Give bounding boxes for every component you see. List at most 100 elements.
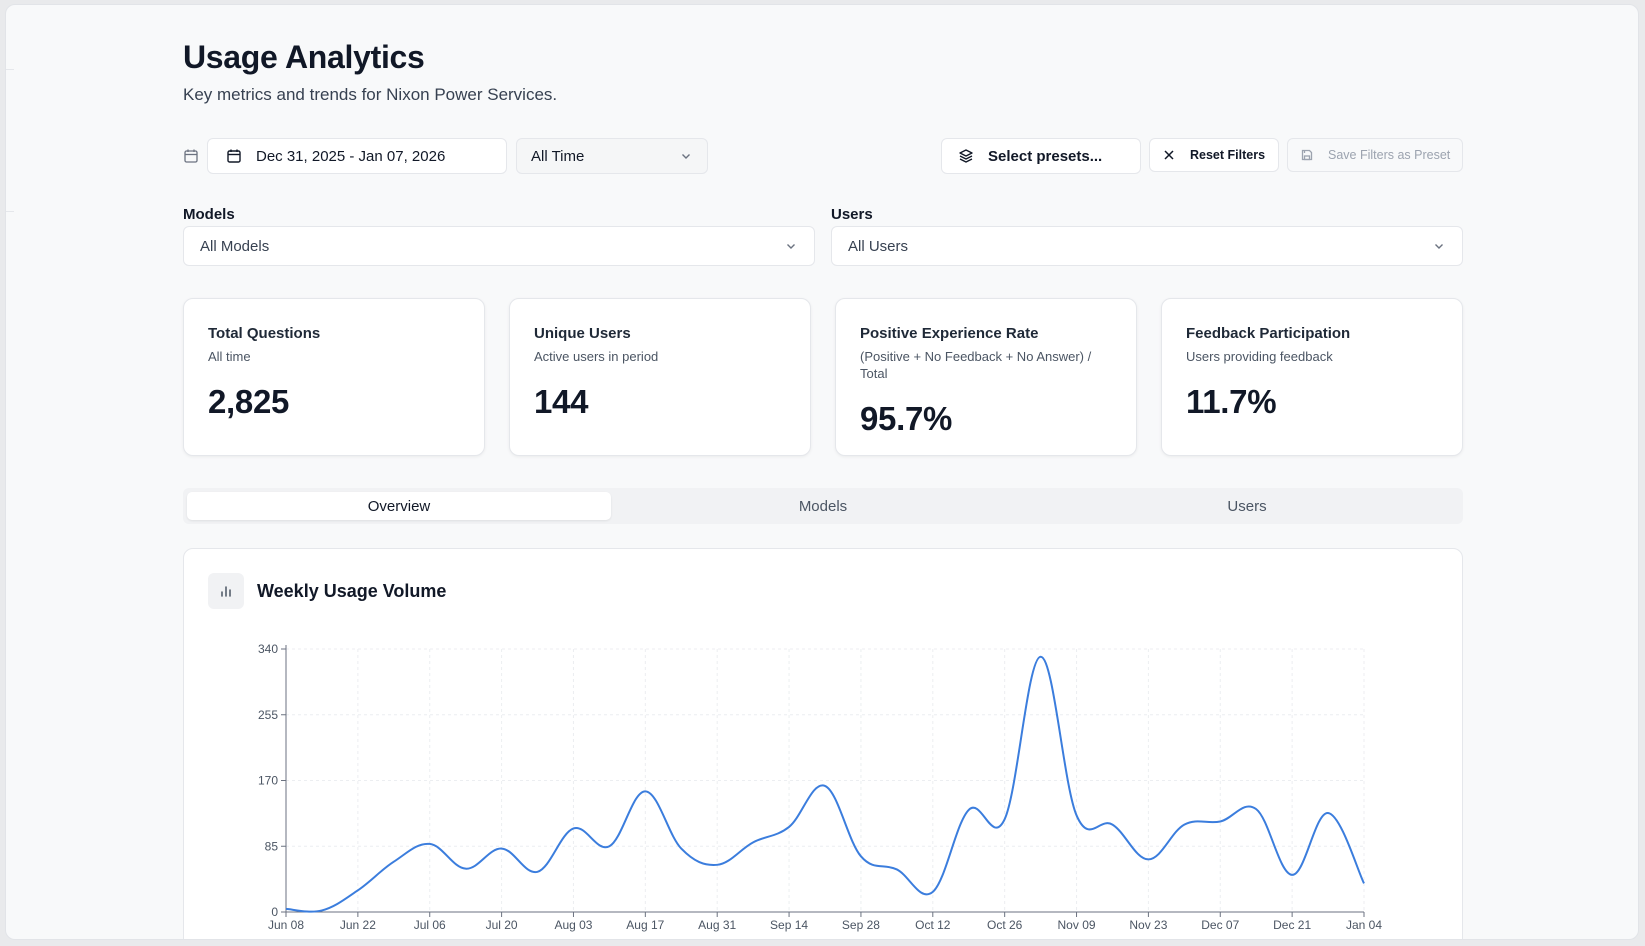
data-point — [822, 783, 828, 789]
date-range-picker[interactable]: Dec 31, 2025 - Jan 07, 2026 — [207, 138, 507, 174]
data-point — [1145, 856, 1151, 862]
app-window: Usage Analytics Key metrics and trends f… — [5, 4, 1639, 940]
chevron-down-icon — [682, 154, 690, 159]
y-tick-label: 85 — [265, 839, 279, 853]
x-tick-label: Aug 17 — [626, 918, 664, 932]
x-tick-label: Jan 04 — [1346, 918, 1382, 932]
x-tick-label: Jun 22 — [340, 918, 376, 932]
x-tick-label: Nov 23 — [1129, 918, 1167, 932]
stat-card-feedback-participation: Feedback Participation Users providing f… — [1161, 298, 1463, 456]
data-point — [283, 906, 289, 912]
data-point — [535, 869, 541, 875]
data-point — [391, 859, 397, 865]
x-tick-label: Jul 20 — [486, 918, 518, 932]
data-point — [678, 846, 684, 852]
bar-chart-icon — [208, 573, 244, 609]
y-tick-label: 170 — [258, 774, 278, 788]
data-point — [714, 862, 720, 868]
data-point — [786, 824, 792, 830]
x-tick-label: Jun 08 — [268, 918, 304, 932]
presets-select[interactable]: Select presets... — [941, 138, 1141, 174]
save-icon — [1301, 149, 1313, 161]
data-point — [1038, 654, 1044, 660]
data-point — [894, 866, 900, 872]
calendar-icon — [227, 149, 241, 163]
data-point — [355, 887, 361, 893]
page-subtitle: Key metrics and trends for Nixon Power S… — [183, 85, 558, 104]
reset-filters-button[interactable]: Reset Filters — [1149, 138, 1279, 172]
data-point — [606, 843, 612, 849]
data-point — [1289, 872, 1295, 878]
stat-value: 144 — [534, 383, 589, 420]
save-preset-button[interactable]: Save Filters as Preset — [1287, 138, 1463, 172]
date-range-text: Dec 31, 2025 - Jan 07, 2026 — [256, 147, 446, 165]
stat-value: 95.7% — [860, 400, 953, 437]
stat-title: Positive Experience Rate — [860, 325, 1039, 342]
data-point — [966, 807, 972, 813]
page-title: Usage Analytics — [183, 39, 425, 75]
save-preset-label: Save Filters as Preset — [1328, 148, 1451, 162]
x-tick-label: Jul 06 — [414, 918, 446, 932]
data-point — [1217, 818, 1223, 824]
data-point — [642, 788, 648, 794]
data-point — [427, 841, 433, 847]
data-point — [1361, 880, 1367, 886]
stat-title: Feedback Participation — [1186, 325, 1351, 342]
sidebar-divider — [6, 211, 14, 212]
close-icon — [1164, 150, 1174, 160]
stat-value: 2,825 — [208, 383, 290, 420]
x-tick-label: Oct 12 — [915, 918, 951, 932]
models-select[interactable]: All Models — [183, 226, 815, 266]
stat-subtitle: Active users in period — [534, 349, 659, 364]
weekly-usage-card: Weekly Usage Volume 0 85 170 255 340 Jun 08 Ju… — [183, 548, 1463, 939]
data-point — [1181, 822, 1187, 828]
stat-card-total-questions: Total Questions All time 2,825 — [183, 298, 485, 456]
stat-subtitle: All time — [208, 349, 251, 364]
stat-title: Total Questions — [208, 325, 321, 342]
presets-placeholder: Select presets... — [988, 147, 1103, 165]
chart-title: Weekly Usage Volume — [257, 581, 447, 601]
data-point — [750, 839, 756, 845]
data-point — [1109, 822, 1115, 828]
users-select[interactable]: All Users — [831, 226, 1463, 266]
layers-icon — [959, 149, 973, 163]
users-select-value: All Users — [848, 237, 909, 255]
time-range-select[interactable]: All Time — [516, 138, 708, 174]
models-filter-label: Models — [183, 206, 235, 223]
data-point — [1325, 810, 1331, 816]
data-point — [858, 853, 864, 859]
filter-toolbar: Dec 31, 2025 - Jan 07, 2026 All Time Sel… — [183, 138, 1463, 174]
x-tick-label: Aug 03 — [554, 918, 592, 932]
tab-models[interactable]: Models — [798, 497, 848, 515]
chevron-down-icon — [1435, 244, 1443, 249]
chevron-down-icon — [787, 244, 795, 249]
data-point — [1074, 812, 1080, 818]
stat-title: Unique Users — [534, 325, 631, 342]
tab-users[interactable]: Users — [1227, 497, 1267, 515]
reset-filters-label: Reset Filters — [1190, 148, 1266, 162]
stat-card-positive-rate: Positive Experience Rate (Positive + No … — [835, 298, 1137, 456]
data-point — [1253, 806, 1259, 812]
y-tick-label: 0 — [271, 905, 278, 919]
users-filter-label: Users — [831, 206, 873, 223]
calendar-icon — [184, 149, 198, 163]
data-point — [1002, 816, 1008, 822]
data-point — [930, 889, 936, 895]
x-tick-label: Sep 28 — [842, 918, 880, 932]
x-tick-label: Dec 07 — [1201, 918, 1239, 932]
x-tick-label: Dec 21 — [1273, 918, 1311, 932]
x-tick-label: Nov 09 — [1058, 918, 1096, 932]
models-select-value: All Models — [200, 237, 270, 255]
tab-overview[interactable]: Overview — [187, 492, 611, 520]
x-tick-label: Sep 14 — [770, 918, 808, 932]
x-tick-label: Aug 31 — [698, 918, 736, 932]
data-point — [499, 846, 505, 852]
data-point — [463, 866, 469, 872]
view-tabs: Overview Models Users — [183, 488, 1463, 524]
stat-subtitle: Users providing feedback — [1186, 349, 1333, 364]
stat-value: 11.7% — [1186, 383, 1277, 420]
weekly-usage-chart: 0 85 170 255 340 Jun 08 Jun 22 Jul 06 Jul 20 Aug … — [258, 642, 1382, 932]
series-line-weekly-usage — [285, 655, 1365, 913]
data-point — [319, 907, 325, 913]
sidebar-divider — [6, 69, 14, 70]
